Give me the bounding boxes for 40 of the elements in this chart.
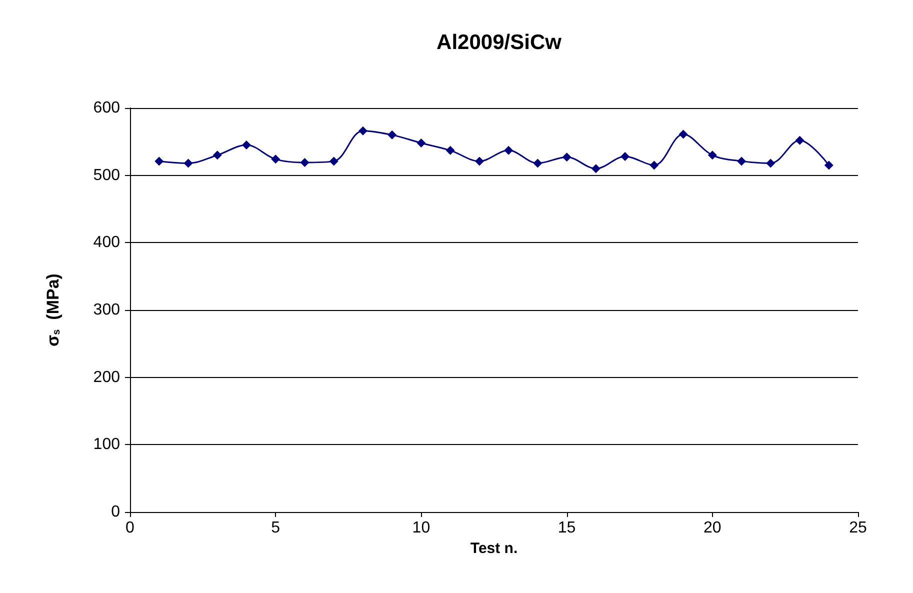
point [766, 158, 776, 168]
x-tick-label: 25 [849, 520, 867, 536]
point [358, 126, 368, 136]
x-tick-label: 10 [412, 520, 430, 536]
point [300, 158, 310, 168]
y-tick-label: 600 [93, 100, 120, 116]
point [416, 138, 426, 148]
point [184, 158, 193, 168]
point [708, 150, 717, 160]
point [154, 156, 164, 166]
y-axis-title: σs (MPa) [44, 274, 62, 346]
point [212, 150, 222, 160]
point [533, 158, 542, 168]
point [650, 160, 659, 170]
chart-title: Al2009/SiCw [436, 31, 562, 54]
point [504, 146, 514, 155]
y-tick-label: 300 [93, 302, 120, 318]
point [388, 130, 397, 140]
point [446, 146, 455, 155]
x-axis-title: Test n. [470, 540, 518, 557]
point [795, 136, 804, 145]
y-tick-label: 0 [111, 504, 120, 520]
x-tick-label: 5 [271, 520, 280, 536]
x-tick-label: 15 [558, 520, 576, 536]
point [678, 130, 688, 139]
point [562, 152, 572, 162]
y-tick-label: 100 [93, 436, 120, 454]
x-tick-label: 0 [126, 520, 135, 536]
point [271, 154, 280, 164]
point [474, 156, 484, 166]
y-tick-label: 400 [93, 234, 120, 252]
y-tick-label: 500 [93, 166, 120, 184]
point [737, 156, 746, 166]
point [242, 140, 251, 150]
x-tick-label: 20 [704, 520, 722, 536]
point [620, 152, 630, 161]
point [824, 160, 834, 170]
point [591, 164, 600, 174]
y-tick-label: 200 [93, 368, 120, 386]
point [329, 156, 338, 166]
